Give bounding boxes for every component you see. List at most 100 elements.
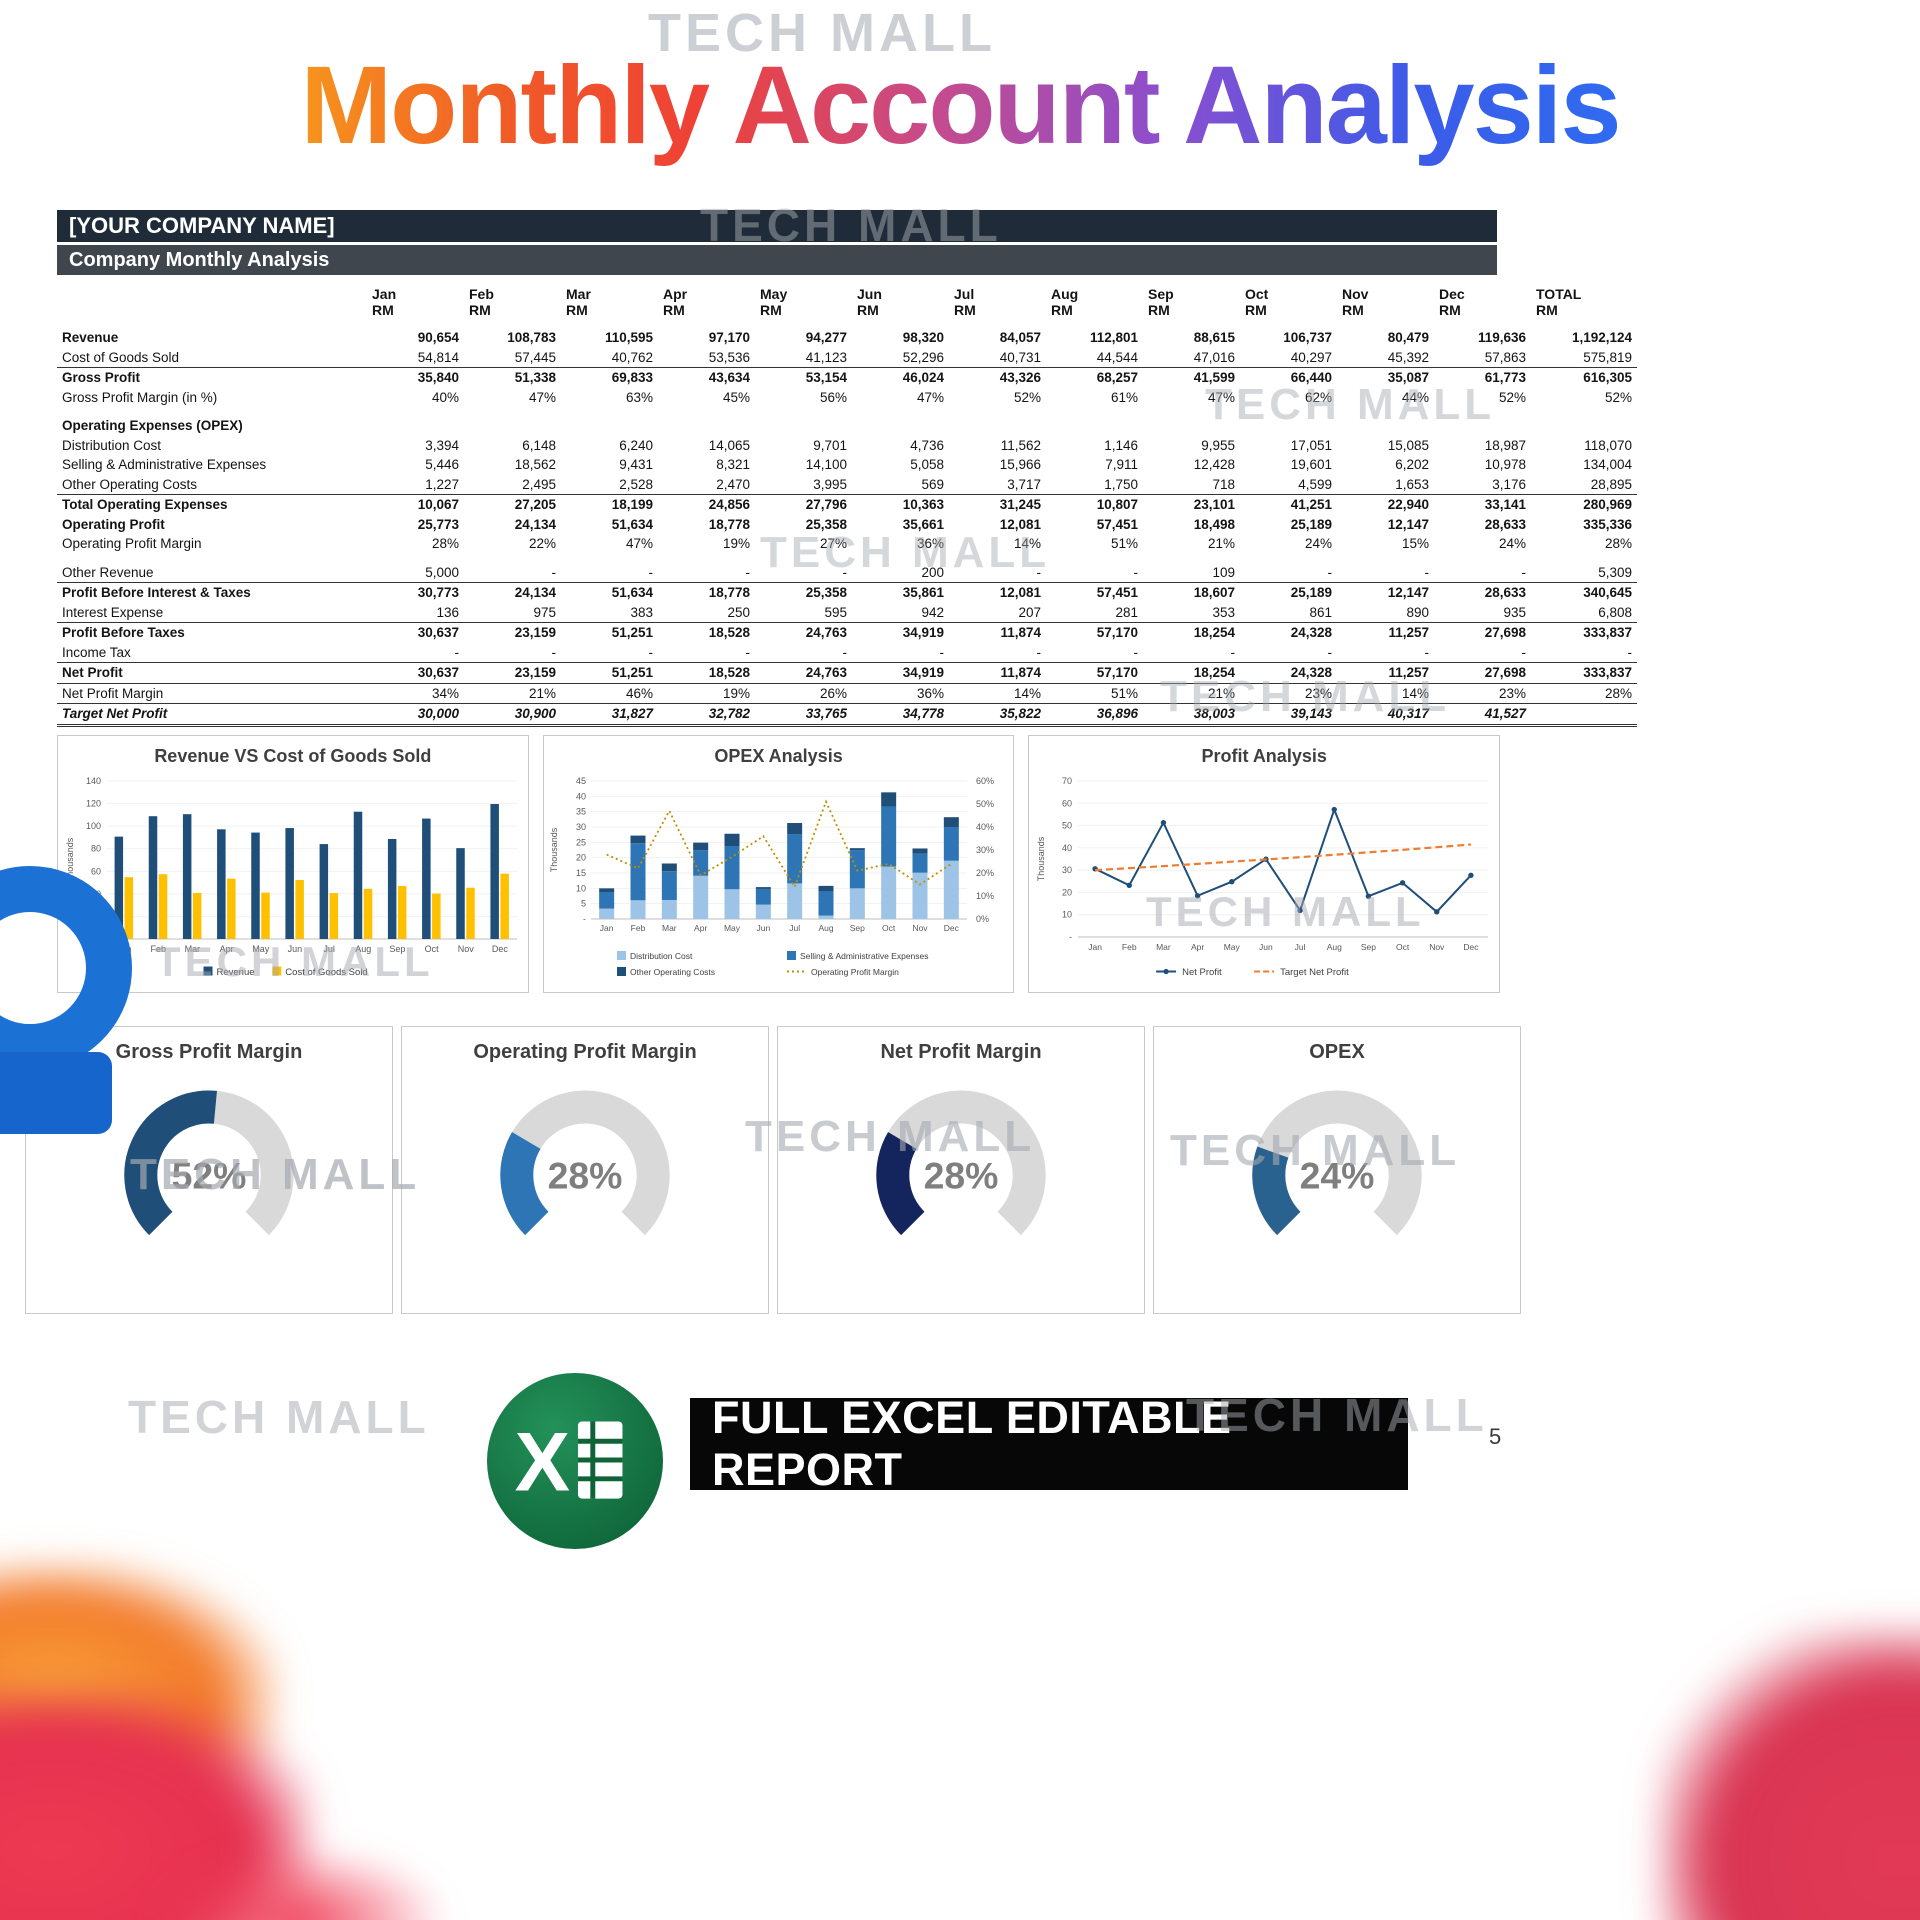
table-cell: 98,320 <box>902 330 944 345</box>
table-cell: 10,978 <box>1484 457 1526 472</box>
table-cell: 9,955 <box>1201 437 1235 453</box>
table-cell: - <box>842 644 848 660</box>
table-cell: 10,067 <box>367 494 464 515</box>
svg-text:Apr: Apr <box>1191 942 1204 952</box>
gauge-title: OPEX <box>1309 1041 1365 1063</box>
table-row: Operating Profit Margin 28% 22% 47% 19% 27% 36… <box>57 534 1637 554</box>
table-cell: 43,326 <box>949 367 1046 388</box>
table-cell: 80,479 <box>1387 330 1429 345</box>
svg-text:Feb: Feb <box>1122 942 1137 952</box>
col-header-sep: Sep RM <box>1148 286 1174 318</box>
row-label: Gross Profit <box>57 367 367 388</box>
table-cell: 61,773 <box>1434 367 1531 388</box>
table-cell: 14,065 <box>708 437 750 453</box>
col-header-aug: Aug RM <box>1051 286 1079 318</box>
table-cell: 39,143 <box>1240 703 1337 727</box>
table-row: Other Revenue 5,000 - - - - 200 - - 109 - - - 5,309 <box>57 563 1637 583</box>
table-cell: 110,595 <box>604 330 653 345</box>
table-cell: 47% <box>625 536 653 551</box>
svg-text:50: 50 <box>1062 821 1072 831</box>
table-cell: 36% <box>852 683 949 704</box>
table-cell: 3,176 <box>1492 476 1526 492</box>
table-cell: 18,528 <box>658 662 755 684</box>
table-cell: - <box>648 644 654 660</box>
table-cell: 23,159 <box>464 662 561 684</box>
table-cell: 51,634 <box>611 516 653 532</box>
table-cell: 24% <box>1304 536 1332 551</box>
row-label: Interest Expense <box>62 604 164 620</box>
svg-text:28%: 28% <box>924 1154 999 1196</box>
table-cell: 23,159 <box>464 622 561 643</box>
svg-text:20: 20 <box>1062 887 1072 897</box>
table-cell: 28,895 <box>1590 476 1632 492</box>
svg-text:Aug: Aug <box>1327 942 1342 952</box>
decorative-blob-red-left <box>0 1690 310 1920</box>
table-cell: 63% <box>625 389 653 405</box>
table-row: Profit Before Taxes 30,637 23,159 51,251 18,… <box>57 622 1637 643</box>
svg-text:10: 10 <box>575 883 585 893</box>
svg-text:Sep: Sep <box>389 944 405 954</box>
chart-canvas-stacked-bar: - 5 10 15 20 25 30 35 40 45 0% 10% 20% 30% 40% 50% 60% Th… <box>549 776 994 977</box>
table-cell: 47% <box>1207 389 1235 405</box>
table-row: Distribution Cost 3,394 6,148 6,240 14,065 9,… <box>57 436 1637 456</box>
table-cell: 52% <box>1604 389 1632 405</box>
table-cell: 12,081 <box>999 516 1041 532</box>
table-cell: 34% <box>367 683 464 704</box>
svg-text:Target Net Profit: Target Net Profit <box>1280 967 1349 978</box>
banner: FULL EXCEL EDITABLE REPORT <box>690 1392 1408 1495</box>
table-cell: 575,819 <box>1583 349 1632 365</box>
row-label: Revenue <box>62 330 119 345</box>
table-cell: 28% <box>431 536 459 551</box>
gauges-row: Gross Profit Margin 52% Operating Profit… <box>25 1026 1521 1314</box>
svg-text:24%: 24% <box>1300 1154 1375 1196</box>
col-header-oct: Oct RM <box>1245 286 1269 318</box>
table-cell: 14% <box>949 683 1046 704</box>
svg-text:30: 30 <box>1062 865 1072 875</box>
svg-text:Mar: Mar <box>184 944 200 954</box>
table-cell: 24% <box>1498 536 1526 551</box>
table-cell: 3,717 <box>1007 476 1041 492</box>
table-cell: - <box>745 644 751 660</box>
table-cell: 36% <box>916 536 944 551</box>
col-header-may: May RM <box>760 286 788 318</box>
table-cell: 6,240 <box>619 437 653 453</box>
table-cell: 57,863 <box>1484 349 1526 365</box>
table-cell: 52% <box>1498 389 1526 405</box>
table-cell: 2,470 <box>716 476 750 492</box>
table-cell <box>1240 416 1337 436</box>
chart-panel-revenue-vs-cogs: Revenue VS Cost of Goods Sold -20 40 60 80 1… <box>57 735 529 993</box>
table-cell: 57,445 <box>514 349 556 365</box>
report-subtitle-bar: Company Monthly Analysis <box>57 245 1497 275</box>
svg-text:60: 60 <box>91 866 101 876</box>
table-cell: - <box>454 644 460 660</box>
gauge-title: Net Profit Margin <box>880 1041 1042 1063</box>
table-cell: - <box>1327 564 1333 580</box>
table-cell: 97,170 <box>708 330 750 345</box>
table-cell: 34,919 <box>852 662 949 684</box>
table-cell: 25,189 <box>1290 516 1332 532</box>
svg-text:20: 20 <box>575 853 585 863</box>
table-cell: 57,451 <box>1096 516 1138 532</box>
table-cell: 12,147 <box>1337 582 1434 603</box>
svg-text:30: 30 <box>575 822 585 832</box>
svg-text:0%: 0% <box>976 914 989 924</box>
svg-text:Oct: Oct <box>882 923 896 933</box>
table-cell: 25,358 <box>755 582 852 603</box>
svg-text:80: 80 <box>91 844 101 854</box>
svg-text:40: 40 <box>575 791 585 801</box>
table-cell: 33,765 <box>755 703 852 727</box>
col-header-jan: Jan RM <box>372 286 397 318</box>
table-cell: 35,840 <box>367 367 464 388</box>
svg-text:10%: 10% <box>976 891 994 901</box>
table-cell: - <box>1230 644 1236 660</box>
col-header-mar: Mar RM <box>566 286 591 318</box>
row-label: Other Operating Costs <box>62 476 198 492</box>
row-label: Income Tax <box>62 644 131 660</box>
chart-title: OPEX Analysis <box>714 746 843 766</box>
table-cell: 5,309 <box>1598 564 1632 580</box>
svg-text:Dec: Dec <box>492 944 509 954</box>
table-cell: 41,123 <box>805 349 847 365</box>
table-cell: 40,731 <box>999 349 1041 365</box>
table-cell: 66,440 <box>1240 367 1337 388</box>
